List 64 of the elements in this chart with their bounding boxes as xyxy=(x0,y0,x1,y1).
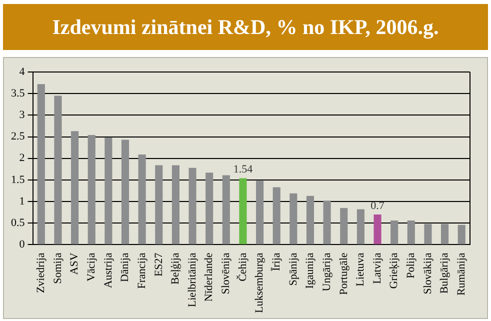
y-tick-label: 0.5 xyxy=(11,217,26,230)
x-tick-label: Zviedrija xyxy=(35,252,48,294)
y-tick-label: 3.5 xyxy=(11,87,26,100)
chart-title: Izdevumi zinātnei R&D, % no IKP, 2006.g. xyxy=(52,14,439,40)
y-tick-label: 2 xyxy=(19,152,25,164)
x-tick-label: Latvija xyxy=(371,252,384,284)
x-tick-label: Luksemburga xyxy=(254,252,266,314)
bar xyxy=(374,214,382,244)
bar xyxy=(323,200,331,244)
x-tick-label: Čehija xyxy=(236,252,249,282)
x-tick-label: Dānija xyxy=(119,252,132,282)
x-tick-label: Spānija xyxy=(287,252,300,286)
x-tick-label: Rumānija xyxy=(455,252,468,296)
bar xyxy=(206,172,214,244)
bar xyxy=(440,224,449,244)
bar xyxy=(256,180,264,244)
bar xyxy=(54,96,62,244)
x-tick-label: Ungārija xyxy=(320,252,333,292)
y-tick-label: 4 xyxy=(19,66,26,78)
x-tick-label: Portugāle xyxy=(338,252,350,295)
x-tick-label: Nīderlande xyxy=(203,252,216,302)
x-tick-label: Īrija xyxy=(270,252,282,272)
bar xyxy=(155,165,163,244)
x-tick-label: Lielbritānija xyxy=(186,252,198,308)
x-tick-label: Somija xyxy=(52,252,64,284)
x-tick-label: Slovākija xyxy=(422,252,434,294)
bar xyxy=(172,165,180,244)
x-tick-label: ASV xyxy=(68,252,81,275)
x-tick-label: Polija xyxy=(405,252,418,278)
bar xyxy=(340,208,348,244)
bar xyxy=(88,135,96,244)
bar xyxy=(407,220,415,244)
x-tick-label: Austrija xyxy=(102,252,114,288)
x-tick-label: Grieķija xyxy=(388,252,400,289)
bar xyxy=(239,178,247,244)
y-tick-label: 1 xyxy=(19,195,25,208)
bar xyxy=(104,138,112,244)
data-label: 1.54 xyxy=(233,164,254,176)
x-tick-label: Vācija xyxy=(86,252,98,282)
x-tick-label: ES27 xyxy=(152,252,165,277)
bar xyxy=(306,196,314,244)
bar xyxy=(138,154,146,244)
bar xyxy=(458,224,466,244)
bar xyxy=(290,193,298,244)
x-tick-label: Bulgārija xyxy=(438,252,451,294)
x-tick-label: Beļģija xyxy=(170,252,182,284)
bar xyxy=(390,220,398,244)
bar xyxy=(424,224,432,244)
bar xyxy=(356,209,364,244)
x-tick-label: Lietuva xyxy=(354,252,367,286)
x-tick-label: Slovēnija xyxy=(220,252,232,294)
bar xyxy=(121,140,130,244)
bar xyxy=(71,131,79,244)
bar xyxy=(272,187,280,244)
x-tick-label: Francija xyxy=(136,252,148,289)
y-tick-label: 3 xyxy=(19,109,26,122)
bar xyxy=(37,84,45,244)
data-label: 0.7 xyxy=(370,200,385,212)
bar xyxy=(222,175,230,244)
y-tick-label: 2.5 xyxy=(11,130,26,143)
x-tick-label: Igaunija xyxy=(304,252,316,289)
y-tick-label: 1.5 xyxy=(11,174,26,186)
bar xyxy=(188,168,196,244)
y-tick-label: 0 xyxy=(19,238,26,251)
